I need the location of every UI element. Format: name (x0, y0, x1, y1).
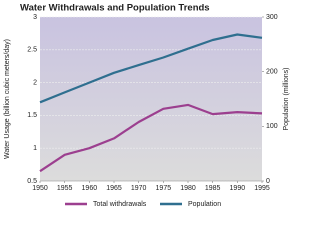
y2-tick-label: 300 (266, 14, 278, 21)
plot-area (40, 17, 262, 181)
x-tick-label: 1965 (106, 185, 122, 192)
y-tick-label: 2.5 (27, 47, 37, 54)
x-tick-label: 1955 (57, 185, 73, 192)
series-line (39, 33, 263, 104)
series-line (39, 103, 263, 173)
y-tick-label: 2 (33, 79, 37, 86)
x-tick-label: 1975 (156, 185, 172, 192)
x-tick-label: 1995 (254, 185, 270, 192)
x-tick-label: 1990 (230, 185, 246, 192)
y-tick-label: 1 (33, 145, 37, 152)
y-axis-label: Water Usage (billion cubic meters/day) (4, 39, 11, 159)
x-tick-label: 1985 (205, 185, 221, 192)
chart-title: Water Withdrawals and Population Trends (20, 3, 210, 14)
x-tick-label: 1960 (82, 185, 98, 192)
y2-tick-label: 100 (266, 123, 278, 130)
y2-axis-label: Population (millions) (283, 67, 290, 130)
y-tick-label: 0.5 (27, 178, 37, 185)
legend-label: Total withdrawals (93, 201, 147, 208)
y2-tick-label: 0 (266, 178, 270, 185)
y-tick-label: 1.5 (27, 112, 37, 119)
y-tick-label: 3 (33, 14, 37, 21)
x-tick-label: 1980 (180, 185, 196, 192)
legend-label: Population (188, 201, 221, 208)
y2-tick-label: 200 (266, 69, 278, 76)
x-tick-label: 1970 (131, 185, 147, 192)
x-tick-label: 1950 (32, 185, 48, 192)
chart: Water Withdrawals and Population Trends … (4, 3, 290, 208)
